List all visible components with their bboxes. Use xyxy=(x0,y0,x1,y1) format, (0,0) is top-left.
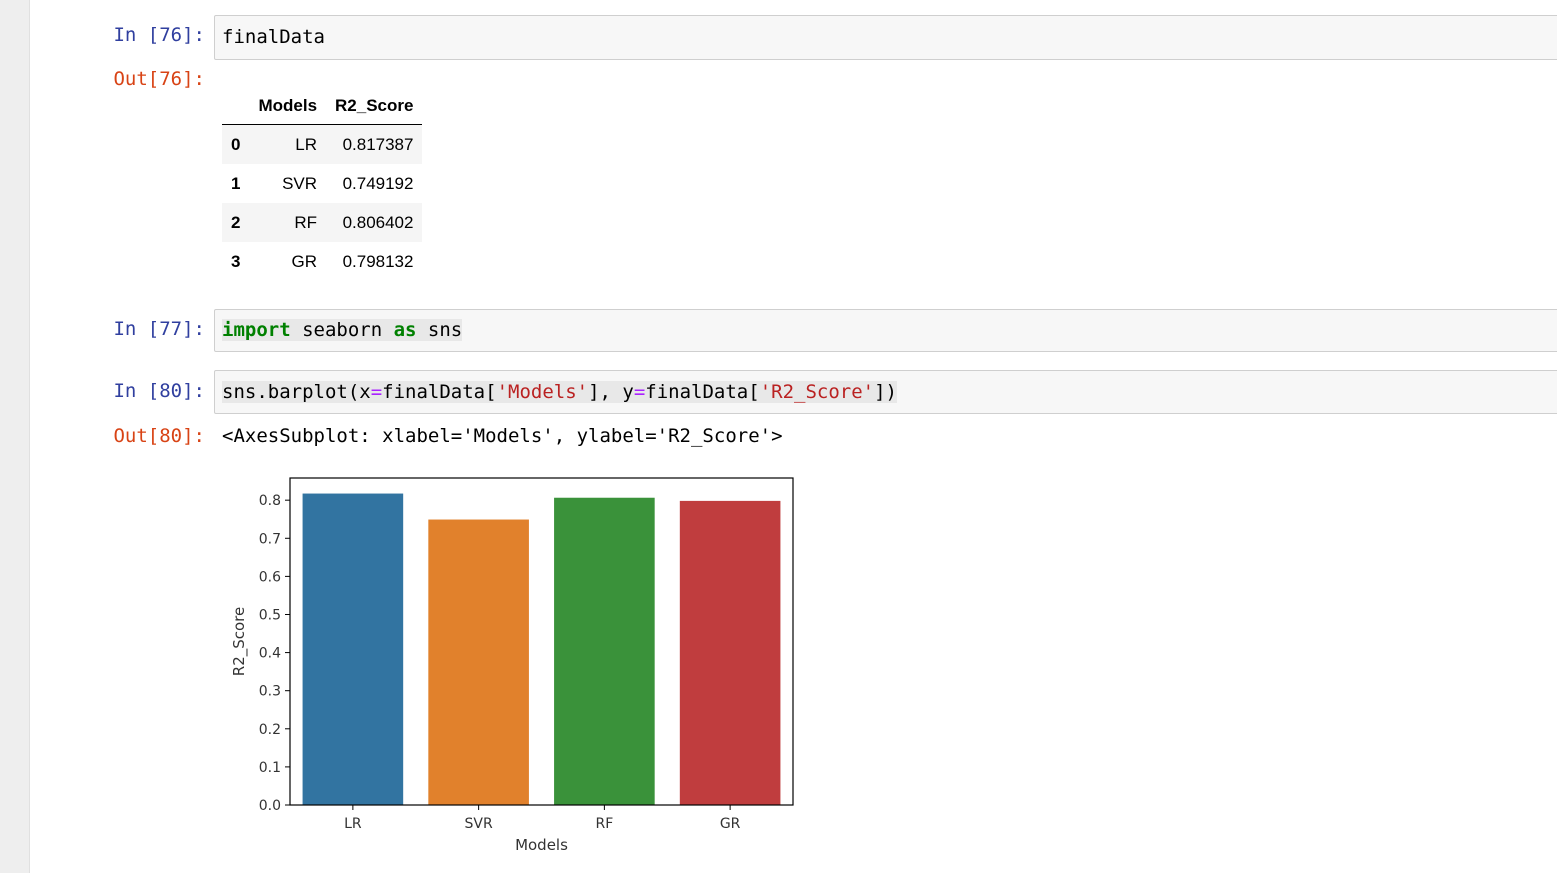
cell-model: LR xyxy=(295,134,318,154)
bar-chart: 0.0 0.1 0.2 0.3 0.4 0.5 0.6 0.7 0.8 LR SVR RF GR Mo… xyxy=(230,477,794,854)
table-row: 2 RF 0.806402 xyxy=(222,203,423,242)
cell-score: 0.749192 xyxy=(342,173,414,193)
y-tick-label: 0.3 xyxy=(259,684,281,700)
x-axis: LR SVR RF GR xyxy=(344,805,741,832)
output-prompt-80: Out[80]: xyxy=(113,425,205,447)
input-prompt-80: In [80]: xyxy=(113,380,205,402)
code-segment: sns.barplot(x xyxy=(222,381,371,403)
input-prompt-76: In [76]: xyxy=(113,24,205,46)
column-header-models: Models xyxy=(249,87,327,125)
y-tick-label: 0.6 xyxy=(259,569,281,585)
y-axis-label: R2_Score xyxy=(230,607,249,676)
cell-score: 0.806402 xyxy=(342,212,414,232)
output-text: <AxesSubplot: xlabel='Models', ylabel='R… xyxy=(222,425,783,447)
y-tick-label: 0.0 xyxy=(259,798,281,814)
y-tick-label: 0.5 xyxy=(259,607,281,623)
bars-group xyxy=(302,493,781,805)
code-operator: = xyxy=(633,381,646,403)
column-header-r2-score: R2_Score xyxy=(326,87,423,125)
code-text: finalData xyxy=(222,26,325,48)
row-index: 2 xyxy=(231,212,241,232)
bar-lr xyxy=(302,493,404,805)
cell-model: GR xyxy=(291,251,318,271)
code-segment: ]) xyxy=(874,381,897,403)
module-alias: sns xyxy=(416,319,463,341)
code-segment: finalData[ xyxy=(645,381,760,403)
y-axis: 0.0 0.1 0.2 0.3 0.4 0.5 0.6 0.7 0.8 xyxy=(259,493,290,814)
bar-gr xyxy=(679,500,781,805)
x-tick-label: LR xyxy=(344,816,362,832)
row-index: 3 xyxy=(231,251,241,271)
keyword-as: as xyxy=(393,319,417,341)
y-tick-label: 0.7 xyxy=(259,531,281,547)
module-name: seaborn xyxy=(290,319,394,341)
cell-score: 0.798132 xyxy=(342,251,414,271)
code-segment: finalData[ xyxy=(382,381,497,403)
code-operator: = xyxy=(370,381,383,403)
y-tick-label: 0.1 xyxy=(259,760,281,776)
bar-rf xyxy=(554,497,655,805)
table-row: 3 GR 0.798132 xyxy=(222,242,422,281)
code-text: import seaborn as sns xyxy=(222,319,463,341)
table-row: 1 SVR 0.749192 xyxy=(222,164,422,203)
x-tick-label: SVR xyxy=(465,816,493,832)
row-index: 1 xyxy=(231,173,241,193)
code-cell-80[interactable]: sns.barplot(x=finalData['Models'], y=fin… xyxy=(214,370,1557,414)
bar-svr xyxy=(428,519,529,805)
code-text: sns.barplot(x=finalData['Models'], y=fin… xyxy=(222,381,897,403)
dataframe-table: Models R2_Score 0 LR 0.817387 1 SVR 0.74… xyxy=(222,87,423,281)
cell-score: 0.817387 xyxy=(342,134,414,154)
x-tick-label: GR xyxy=(720,816,741,832)
keyword-import: import xyxy=(222,319,291,341)
cell-model: RF xyxy=(294,212,318,232)
code-string: 'R2_Score' xyxy=(759,381,875,403)
x-axis-label: Models xyxy=(515,836,568,854)
code-segment: ], y xyxy=(588,381,634,403)
code-string: 'Models' xyxy=(496,381,589,403)
row-index: 0 xyxy=(231,134,241,154)
code-cell-76[interactable]: finalData xyxy=(214,15,1557,60)
table-row: 0 LR 0.817387 xyxy=(222,124,423,164)
code-cell-77[interactable]: import seaborn as sns xyxy=(214,309,1557,352)
input-prompt-77: In [77]: xyxy=(113,318,205,340)
y-tick-label: 0.4 xyxy=(259,646,281,662)
output-prompt-76: Out[76]: xyxy=(113,68,205,90)
y-tick-label: 0.2 xyxy=(259,722,281,738)
x-tick-label: RF xyxy=(595,816,613,832)
y-tick-label: 0.8 xyxy=(259,493,281,509)
notebook-left-gutter xyxy=(0,0,30,873)
index-header xyxy=(222,87,250,125)
cell-model: SVR xyxy=(282,173,318,193)
axes-frame xyxy=(289,477,794,806)
